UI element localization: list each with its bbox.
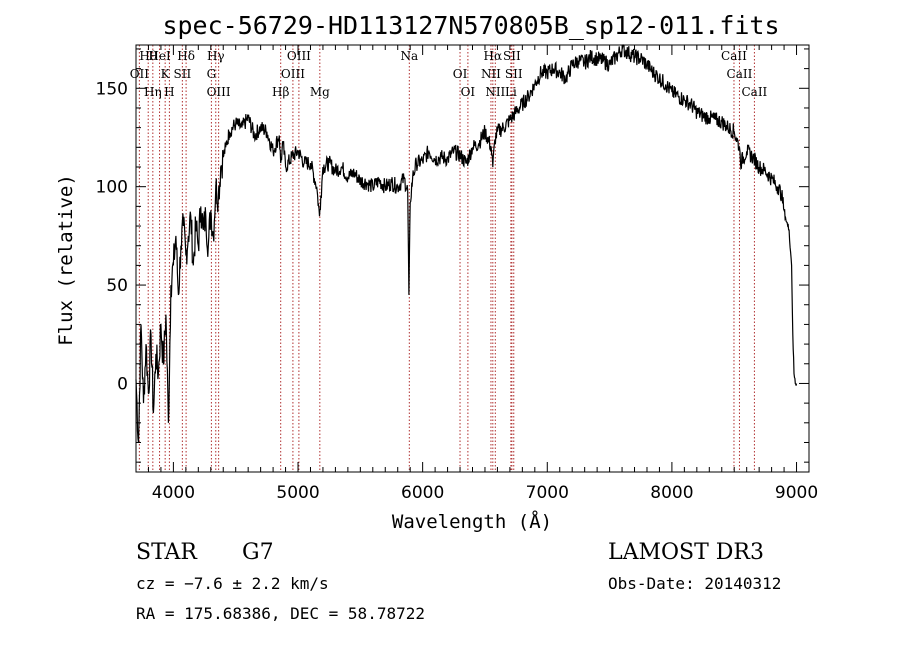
- plot-frame: [135, 44, 810, 473]
- x-tick-label: 6000: [401, 483, 444, 503]
- object-subclass: G7: [242, 540, 274, 565]
- spectral-line-label: Hη: [144, 85, 162, 99]
- spectral-line-label: OIII: [207, 85, 231, 99]
- spectral-line-label: CaII: [721, 49, 747, 63]
- survey-name: LAMOST DR3: [608, 540, 764, 565]
- spectral-line-label: CaII: [741, 85, 767, 99]
- x-tick-label: 9000: [775, 483, 818, 503]
- y-tick-label: 150: [96, 79, 128, 99]
- spectral-line-label: HeI: [148, 49, 171, 63]
- line-marker-labels: Hθ OII Hη HeI KH Hδ SII OIII Hγ G Hβ OIII OIII Mg Na OI…: [130, 49, 768, 99]
- spectral-line-label: Mg: [310, 85, 330, 99]
- spectral-line-label: SII: [505, 67, 523, 81]
- spectral-line-label: Hθ: [139, 49, 157, 63]
- spectral-line-label: NII: [485, 85, 505, 99]
- x-tick-label: 5000: [276, 483, 319, 503]
- spectral-line-label: Li: [505, 85, 517, 99]
- x-tick-label: 7000: [526, 483, 569, 503]
- spectrum-line: [135, 44, 798, 443]
- x-axis: 4000 5000 6000 7000 8000 9000: [135, 45, 818, 503]
- y-tick-label: 100: [96, 178, 128, 198]
- x-tick-label: 4000: [152, 483, 195, 503]
- y-tick-label: 50: [106, 276, 128, 296]
- object-class: STAR: [136, 540, 197, 565]
- spectral-line-label: Hβ: [272, 85, 289, 99]
- spectral-line-label: OI: [461, 85, 476, 99]
- spectral-line-label: K: [161, 67, 171, 81]
- spectral-line-label: Na: [400, 49, 418, 63]
- spectral-line-label: OIII: [281, 67, 305, 81]
- spectral-line-label: SII: [174, 67, 192, 81]
- chart-title: spec-56729-HD113127N570805B_sp12-011.fit…: [162, 11, 779, 40]
- spectral-line-label: G: [207, 67, 217, 81]
- y-axis-label: Flux (relative): [55, 174, 77, 346]
- y-tick-label: 0: [117, 374, 128, 394]
- spectral-line-label: OI: [453, 67, 468, 81]
- spectral-line-label: OIII: [287, 49, 311, 63]
- spectral-line-label: Hδ: [177, 49, 195, 63]
- line-markers: [138, 45, 755, 472]
- coordinates-text: RA = 175.68386, DEC = 58.78722: [136, 604, 425, 623]
- y-axis: 0 50 100 150: [96, 48, 809, 463]
- spectral-line-label: SII: [503, 49, 521, 63]
- x-axis-label: Wavelength (Å): [392, 510, 552, 533]
- redshift-text: cz = −7.6 ± 2.2 km/s: [136, 574, 329, 593]
- spectral-line-label: NII: [481, 67, 501, 81]
- spectral-line-label: CaII: [727, 67, 753, 81]
- x-tick-label: 8000: [650, 483, 693, 503]
- spectral-line-label: Hα: [484, 49, 503, 63]
- spectral-line-label: Hγ: [207, 49, 225, 63]
- obs-date-text: Obs-Date: 20140312: [608, 574, 782, 593]
- spectral-line-label: OII: [130, 67, 150, 81]
- spectral-line-label: H: [164, 85, 174, 99]
